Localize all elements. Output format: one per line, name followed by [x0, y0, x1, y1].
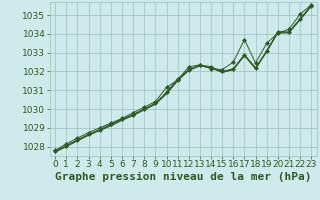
X-axis label: Graphe pression niveau de la mer (hPa): Graphe pression niveau de la mer (hPa) — [55, 172, 311, 182]
